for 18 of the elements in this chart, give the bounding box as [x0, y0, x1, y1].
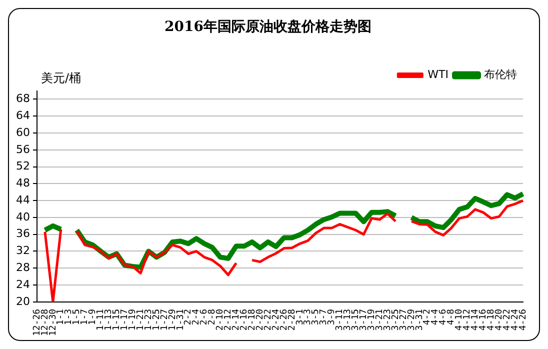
y-tick-label: 36 — [16, 227, 30, 240]
legend-label: WTI — [428, 68, 449, 82]
y-tick-label: 52 — [16, 160, 30, 173]
y-tick-label: 56 — [16, 142, 30, 156]
y-tick-label: 44 — [16, 193, 30, 206]
y-axis-title: 美元/桶 — [40, 70, 82, 85]
y-tick-label: 28 — [16, 260, 30, 274]
y-tick-label: 20 — [16, 294, 30, 308]
chart-title: 2016年国际原油收盘价格走势图 — [164, 19, 372, 36]
y-tick-label: 40 — [16, 210, 30, 224]
y-tick-label: 24 — [16, 278, 30, 291]
legend-label: 布伦特 — [484, 68, 517, 82]
x-tick-label: 4-26 — [518, 308, 528, 331]
y-tick-label: 64 — [16, 108, 30, 122]
y-tick-label: 32 — [16, 244, 30, 258]
y-tick-label: 48 — [16, 176, 30, 190]
y-tick-label: 68 — [16, 92, 30, 106]
y-tick-label: 60 — [16, 126, 30, 139]
